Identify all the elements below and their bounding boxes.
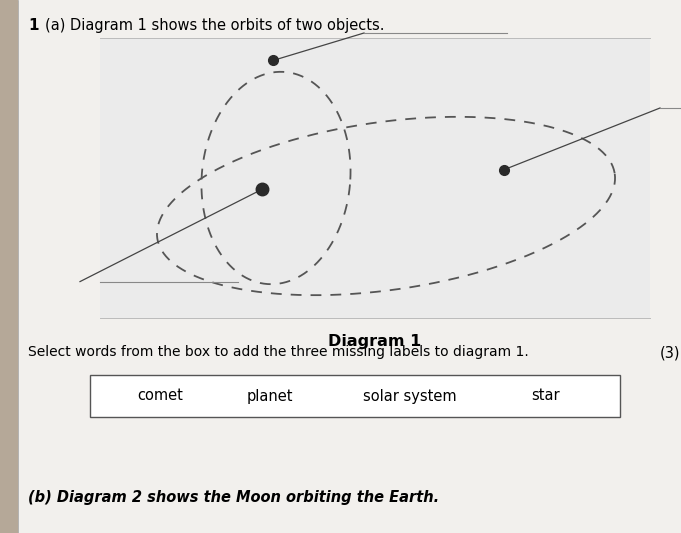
Text: Diagram 1: Diagram 1 [328,334,422,349]
Text: (a) Diagram 1 shows the orbits of two objects.: (a) Diagram 1 shows the orbits of two ob… [45,18,385,33]
Text: (b) Diagram 2 shows the Moon orbiting the Earth.: (b) Diagram 2 shows the Moon orbiting th… [28,490,439,505]
Text: planet: planet [247,389,294,403]
Text: (3): (3) [660,345,680,360]
Text: star: star [530,389,559,403]
Text: 1: 1 [28,18,39,33]
Bar [100,38,650,318]
Bar [90,375,620,417]
Bar [0,0,18,533]
Text: Select words from the box to add the three missing labels to diagram 1.: Select words from the box to add the thr… [28,345,528,359]
Text: comet: comet [137,389,183,403]
Text: solar system: solar system [363,389,457,403]
